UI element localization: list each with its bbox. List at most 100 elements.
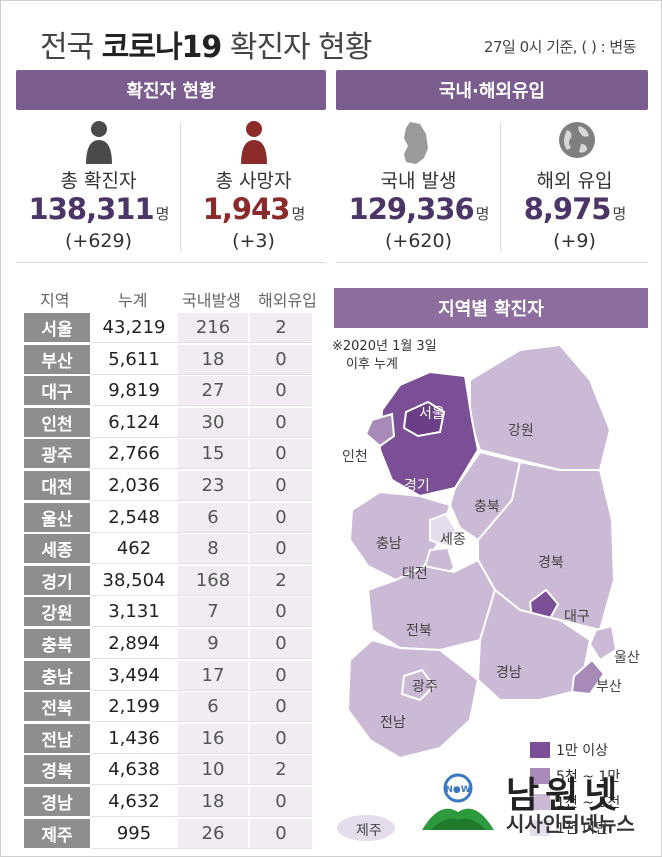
stat-value: 138,311 명 [28, 192, 170, 226]
region-cell: 경북 [24, 755, 90, 785]
domestic-cell: 9 [178, 629, 248, 658]
section-header-map: 지역별 확진자 [334, 288, 648, 328]
map-label-gyeonggi: 경기 [404, 478, 430, 494]
domestic-cell: 10 [178, 755, 248, 785]
map-region-jeonnam [346, 638, 480, 760]
row-divider [92, 626, 312, 628]
table-row: 울산 2,548 6 0 [24, 502, 312, 533]
map-region-busan [570, 658, 606, 696]
watermark-title: 남원넷 [506, 775, 624, 816]
table-row: 부산 5,611 18 0 [24, 344, 312, 375]
svg-text:N●W: N●W [445, 785, 470, 795]
section-header-domestic-overseas: 국내·해외유입 [336, 70, 648, 110]
map-label-busan: 부산 [596, 679, 622, 695]
region-cell: 대구 [24, 376, 90, 406]
total-cell: 2,894 [92, 629, 176, 658]
domestic-cell: 168 [178, 565, 248, 595]
table-row: 경북 4,638 10 2 [24, 755, 312, 786]
domestic-cell: 23 [178, 471, 248, 500]
table-row: 대전 2,036 23 0 [24, 471, 312, 501]
overseas-cell: 2 [250, 313, 312, 342]
region-cell: 전남 [24, 723, 90, 753]
stat-label: 총 사망자 [215, 170, 292, 192]
region-cell: 경남 [24, 787, 90, 816]
map-region-gangwon [469, 343, 612, 471]
row-divider [92, 342, 312, 343]
row-divider [92, 594, 312, 596]
legend-swatch [530, 820, 550, 836]
row-divider [92, 563, 312, 565]
total-cell: 3,494 [92, 660, 176, 690]
domestic-cell: 30 [178, 407, 248, 437]
total-cell: 995 [92, 818, 176, 848]
subtitle: 27일 0시 기준, ( ) : 변동 [483, 38, 637, 56]
stat-label: 총 확진자 [60, 170, 137, 192]
total-cell: 5,611 [92, 344, 176, 374]
stat-label: 해외 유입 [536, 170, 613, 192]
total-cell: 3,131 [92, 597, 176, 627]
total-cell: 462 [92, 534, 176, 564]
map-region-incheon [364, 412, 396, 448]
stat-change: (+9) [553, 230, 596, 252]
row-divider [92, 405, 312, 407]
map-label-ulsan: 울산 [614, 650, 640, 666]
overseas-cell: 0 [250, 471, 312, 500]
map-label-jeonnam: 전남 [380, 715, 406, 731]
row-divider [92, 468, 312, 470]
map-region-ulsan [588, 624, 618, 662]
stat-value: 8,975 명 [523, 192, 627, 226]
table-row: 세종 462 8 0 [24, 534, 312, 565]
map-label-chungnam: 충남 [376, 536, 402, 552]
region-cell: 대전 [24, 471, 90, 500]
region-cell: 경기 [24, 565, 90, 595]
domestic-cell: 17 [178, 660, 248, 690]
table-row: 서울 43,219 216 2 [24, 313, 312, 343]
globe-icon [559, 122, 595, 158]
row-divider [92, 816, 312, 817]
domestic-cell: 6 [178, 692, 248, 722]
map-label-sejong: 세종 [440, 532, 466, 548]
total-cell: 2,036 [92, 471, 176, 500]
table-row: 전북 2,199 6 0 [24, 692, 312, 723]
row-divider [92, 847, 312, 849]
divider [180, 122, 181, 252]
table-header-overseas: 해외유입 [258, 291, 317, 310]
domestic-cell: 8 [178, 534, 248, 564]
table-row: 경기 38,504 168 2 [24, 565, 312, 596]
overseas-cell: 0 [250, 534, 312, 564]
watermark-subtitle: 시사인터넷뉴스 [506, 812, 635, 836]
total-cell: 38,504 [92, 565, 176, 595]
map-region-jeju [335, 813, 397, 843]
map-label-gyeongbuk: 경북 [538, 555, 564, 571]
map-note: ※2020년 1월 3일 이후 누계 [332, 339, 437, 372]
total-cell: 1,436 [92, 723, 176, 753]
row-divider [92, 689, 312, 691]
row-divider [92, 721, 312, 723]
table-row: 인천 6,124 30 0 [24, 407, 312, 438]
overseas-cell: 0 [250, 344, 312, 374]
region-cell: 광주 [24, 439, 90, 469]
map-region-gwangju [400, 668, 436, 702]
stat-total-confirmed: 총 확진자 138,311 명 (+629) [16, 112, 181, 262]
table-row: 대구 9,819 27 0 [24, 376, 312, 407]
map-label-daegu: 대구 [564, 609, 590, 625]
map-label-gangwon: 강원 [508, 423, 534, 439]
stat-domestic: 국내 발생 129,336 명 (+620) [336, 112, 501, 262]
table-row: 전남 1,436 16 0 [24, 723, 312, 754]
stat-value: 1,943 명 [202, 192, 306, 226]
person-icon [86, 121, 112, 164]
region-cell: 인천 [24, 407, 90, 437]
overseas-cell: 0 [250, 692, 312, 722]
table-row: 경남 4,632 18 0 [24, 787, 312, 817]
domestic-cell: 18 [178, 344, 248, 374]
total-cell: 2,548 [92, 502, 176, 532]
table-row: 광주 2,766 15 0 [24, 439, 312, 470]
stat-overseas: 해외 유입 8,975 명 (+9) [501, 112, 648, 262]
divider [500, 122, 501, 252]
watermark-logo-icon: N●W [422, 773, 494, 830]
legend-swatch [530, 768, 550, 784]
region-cell: 부산 [24, 344, 90, 374]
domestic-cell: 18 [178, 787, 248, 816]
section-header-confirmed: 확진자 현황 [16, 70, 326, 110]
row-divider [92, 752, 312, 754]
